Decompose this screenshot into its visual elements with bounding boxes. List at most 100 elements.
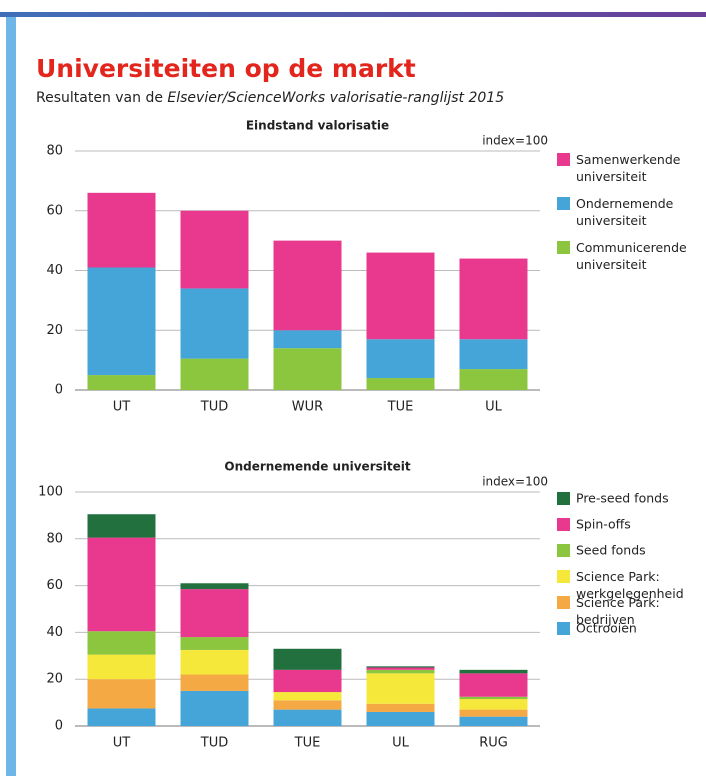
bar-segment <box>87 192 156 268</box>
bar-segment <box>180 637 249 650</box>
legend-line: Science Park: <box>576 595 664 610</box>
legend-label: Samenwerkende universiteit <box>576 152 684 184</box>
bar-segment <box>459 258 528 340</box>
bar-segment <box>87 654 156 680</box>
bar-segment <box>273 709 342 726</box>
bar-segment <box>87 514 156 538</box>
x-tick-label: WUR <box>292 400 323 415</box>
bar-segment <box>87 679 156 709</box>
x-tick-label: UL <box>392 736 410 751</box>
bar-segment <box>87 708 156 726</box>
x-tick-label: UT <box>113 736 131 751</box>
bar-segment <box>366 378 435 390</box>
bar-segment <box>180 690 249 726</box>
legend-line: bedrijven <box>576 612 635 627</box>
bar-segment <box>273 692 342 701</box>
legend-line: Science Park: <box>576 569 664 584</box>
y-tick-label: 20 <box>46 672 63 687</box>
x-tick-label: UT <box>113 400 131 415</box>
x-tick-label: RUG <box>479 736 508 751</box>
legend-swatch <box>557 492 570 505</box>
annotation: index=100 <box>482 475 548 489</box>
bar-segment <box>180 674 249 691</box>
bar-segment <box>366 666 435 668</box>
chart-title: Eindstand valorisatie <box>246 119 389 133</box>
legend-line: universiteit <box>576 257 647 272</box>
bar-segment <box>87 631 156 655</box>
legend-swatch <box>557 241 570 254</box>
bar-segment <box>459 699 528 710</box>
x-tick-label: TUD <box>200 400 228 415</box>
legend-swatch <box>557 153 570 166</box>
page-title: Universiteiten op de markt <box>36 54 416 83</box>
legend-label: Spin-offs <box>576 517 631 532</box>
y-tick-label: 100 <box>38 485 63 500</box>
legend-label: Science Park: bedrijven <box>576 595 664 627</box>
bar-segment <box>366 252 435 340</box>
subtitle-part: Elsevier/ScienceWorks valorisatie-rangli… <box>167 90 504 106</box>
bar-segment <box>273 700 342 710</box>
legend-label: Communicerende universiteit <box>576 240 691 272</box>
left-border <box>6 17 16 776</box>
bar-segment <box>273 240 342 331</box>
bar-segment <box>87 375 156 390</box>
bar-segment <box>366 669 435 674</box>
bar-segment <box>180 210 249 289</box>
bar-segment <box>459 669 528 674</box>
y-tick-label: 80 <box>46 144 63 159</box>
bar-segment <box>273 348 342 390</box>
bar-segment <box>180 583 249 590</box>
bar-segment <box>180 358 249 390</box>
legend-label: Science Park: werkgelegenheid <box>576 569 684 601</box>
bar-segment <box>366 711 435 726</box>
x-tick-label: TUE <box>387 400 414 415</box>
legend-line: Samenwerkende <box>576 152 684 167</box>
subtitle-part: Resultaten van de <box>36 90 163 106</box>
bar-segment <box>273 648 342 670</box>
bar-segment <box>459 709 528 717</box>
legend-line: universiteit <box>576 169 647 184</box>
y-tick-label: 60 <box>46 203 63 218</box>
y-tick-label: 80 <box>46 531 63 546</box>
annotation: index=100 <box>482 134 548 148</box>
bar-segment <box>366 667 435 670</box>
bar-segment <box>459 673 528 697</box>
bar-segment <box>459 339 528 370</box>
bar-segment <box>180 649 249 675</box>
top-rule <box>0 12 706 17</box>
y-tick-label: 20 <box>46 323 63 338</box>
chart-title: Ondernemende universiteit <box>224 460 410 474</box>
bar-segment <box>273 330 342 349</box>
legend-line: universiteit <box>576 213 647 228</box>
bar-segment <box>366 339 435 379</box>
legend-swatch <box>557 596 570 609</box>
bar-segment <box>180 288 249 359</box>
y-tick-label: 0 <box>55 719 63 734</box>
legend-swatch <box>557 570 570 583</box>
legend-label: Pre-seed fonds <box>576 491 669 506</box>
legend-swatch <box>557 622 570 635</box>
bar-segment <box>459 369 528 390</box>
legend-line: Ondernemende <box>576 196 677 211</box>
bar-segment <box>273 669 342 693</box>
y-tick-label: 40 <box>46 625 63 640</box>
legend-swatch <box>557 197 570 210</box>
bar-segment <box>366 703 435 712</box>
bar-segment <box>459 716 528 726</box>
bar-segment <box>87 537 156 632</box>
legend-swatch <box>557 518 570 531</box>
x-tick-label: UL <box>485 400 503 415</box>
x-tick-label: TUE <box>294 736 321 751</box>
y-tick-label: 60 <box>46 578 63 593</box>
legend-label: Ondernemende universiteit <box>576 196 677 228</box>
bar-segment <box>180 589 249 638</box>
bar-segment <box>459 696 528 700</box>
legend-label: Octrooien <box>576 621 637 636</box>
legend-line: werkgelegenheid <box>576 586 684 601</box>
legend-line: Communicerende <box>576 240 691 255</box>
bar-segment <box>87 267 156 376</box>
y-tick-label: 0 <box>55 383 63 398</box>
x-tick-label: TUD <box>200 736 228 751</box>
bar-segment <box>366 673 435 704</box>
